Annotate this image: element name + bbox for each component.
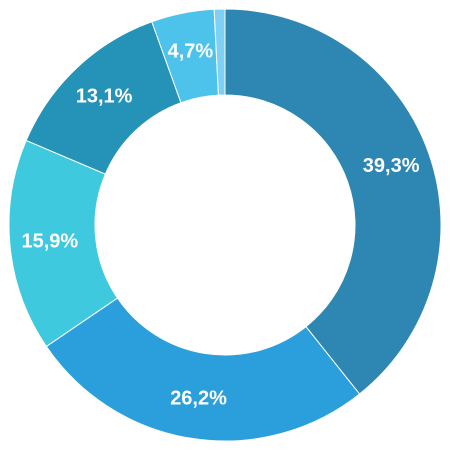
slice — [213, 8, 226, 96]
slice-label: 15,9% — [21, 230, 78, 252]
slice-label: 26,2% — [170, 387, 227, 409]
slice — [45, 297, 361, 442]
slice-label: 39,3% — [363, 155, 420, 177]
slice-label: 4,7% — [168, 41, 214, 63]
slice — [224, 8, 442, 395]
slice-label: 13,1% — [76, 85, 133, 107]
